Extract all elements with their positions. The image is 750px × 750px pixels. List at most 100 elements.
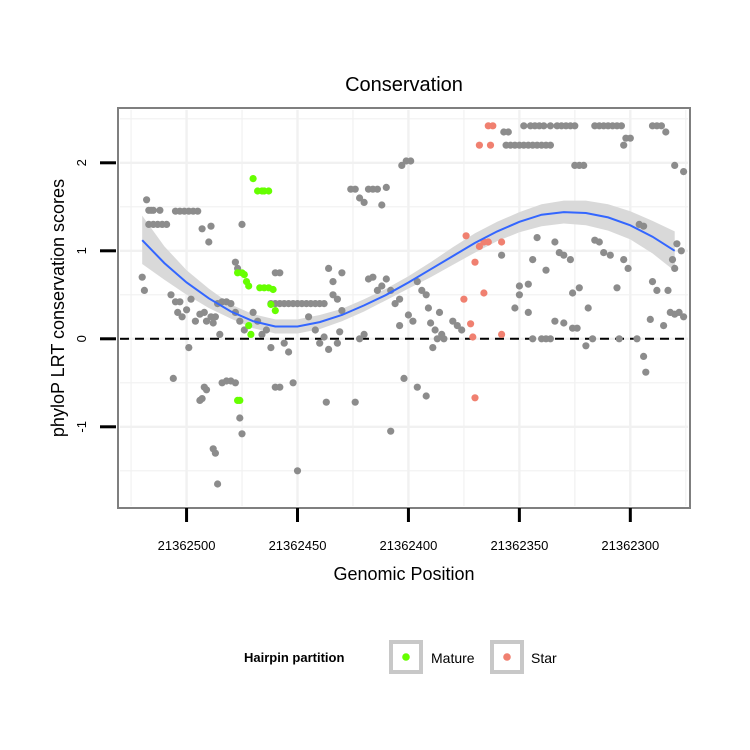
data-point-other — [194, 207, 202, 215]
data-point-other — [305, 313, 313, 321]
data-point-other — [373, 286, 381, 294]
data-point-other — [662, 128, 670, 136]
data-point-other — [202, 317, 211, 325]
data-point-other — [258, 330, 266, 338]
data-point-mature — [265, 187, 273, 195]
confidence-band-area — [142, 200, 675, 334]
data-point-other — [167, 291, 175, 299]
x-tick-label: 21362400 — [380, 538, 438, 553]
data-point-mature — [236, 396, 244, 404]
data-point-other — [673, 240, 681, 248]
data-point-star — [498, 238, 506, 246]
data-point-other — [329, 291, 337, 299]
data-point-other — [138, 273, 146, 281]
data-point-other — [580, 161, 588, 169]
data-point-star — [469, 333, 477, 341]
data-point-star — [471, 394, 479, 402]
data-points — [138, 122, 688, 488]
data-point-star — [486, 141, 495, 149]
data-point-mature — [269, 285, 277, 294]
data-point-other — [293, 467, 302, 475]
data-point-star — [460, 295, 468, 303]
data-point-other — [540, 122, 548, 130]
data-point-other — [280, 339, 288, 347]
data-point-other — [524, 308, 532, 316]
data-point-other — [542, 266, 550, 274]
x-axis: 21362500 21362450 21362400 21362350 21362300 — [158, 508, 659, 553]
data-point-other — [360, 198, 368, 206]
data-point-other — [191, 317, 199, 325]
data-point-other — [449, 317, 457, 325]
data-point-other — [407, 157, 415, 165]
data-point-other — [378, 201, 386, 209]
data-point-other — [595, 238, 603, 246]
data-point-other — [322, 398, 330, 406]
data-point-other — [200, 308, 208, 316]
smooth-curve — [141, 211, 676, 328]
data-point-other — [329, 278, 337, 286]
data-point-other — [606, 251, 614, 259]
data-point-other — [333, 339, 341, 347]
data-point-other — [620, 141, 628, 149]
y-tick-label: 2 — [74, 159, 89, 166]
data-point-other — [396, 295, 404, 303]
data-point-star — [480, 289, 488, 297]
data-point-star — [475, 141, 483, 149]
data-point-other — [671, 161, 679, 169]
data-point-other — [546, 335, 555, 343]
data-point-other — [311, 326, 319, 334]
data-point-other — [378, 282, 386, 290]
data-point-other — [149, 206, 157, 214]
data-point-other — [520, 122, 528, 130]
data-point-other — [664, 286, 672, 294]
data-point-other — [387, 427, 395, 435]
data-point-other — [231, 258, 239, 266]
data-point-other — [438, 330, 446, 338]
data-point-other — [325, 345, 333, 353]
data-point-other — [642, 368, 650, 376]
data-point-other — [404, 311, 412, 319]
data-point-other — [356, 194, 364, 202]
data-point-other — [453, 322, 461, 330]
data-point-other — [169, 374, 177, 382]
data-point-other — [236, 414, 244, 422]
data-point-other — [202, 386, 211, 394]
data-point-other — [198, 395, 206, 403]
data-point-other — [267, 344, 275, 352]
legend-label-star: Star — [531, 650, 557, 666]
data-point-other — [409, 317, 417, 325]
data-point-other — [205, 238, 213, 246]
data-point-other — [360, 330, 368, 338]
legend-label-mature: Mature — [431, 650, 475, 666]
data-point-other — [211, 449, 219, 457]
data-point-star — [462, 232, 470, 240]
data-point-other — [231, 379, 239, 387]
data-point-other — [582, 342, 590, 350]
data-point-other — [675, 308, 683, 316]
x-tick-label: 21362350 — [490, 538, 548, 553]
data-point-other — [429, 344, 437, 352]
data-point-other — [533, 234, 541, 242]
data-point-other — [382, 275, 390, 283]
data-point-mature — [240, 271, 248, 279]
data-point-other — [657, 122, 666, 130]
y-axis-title: phyloP LRT conservation scores — [48, 179, 68, 437]
data-point-other — [400, 374, 408, 382]
data-point-other — [560, 251, 568, 259]
data-point-other — [216, 330, 224, 338]
data-point-star — [471, 258, 479, 266]
data-point-other — [680, 168, 688, 176]
data-point-other — [575, 284, 583, 292]
data-point-other — [382, 183, 390, 191]
data-point-other — [289, 379, 297, 387]
data-point-other — [677, 247, 685, 255]
data-point-other — [333, 295, 341, 303]
data-point-other — [546, 141, 555, 149]
data-point-star — [475, 242, 483, 250]
data-point-other — [373, 185, 381, 193]
data-point-other — [227, 300, 235, 308]
data-point-other — [214, 480, 222, 488]
x-axis-title: Genomic Position — [333, 564, 474, 584]
y-tick-label: 0 — [74, 335, 89, 342]
data-point-other — [640, 222, 648, 230]
